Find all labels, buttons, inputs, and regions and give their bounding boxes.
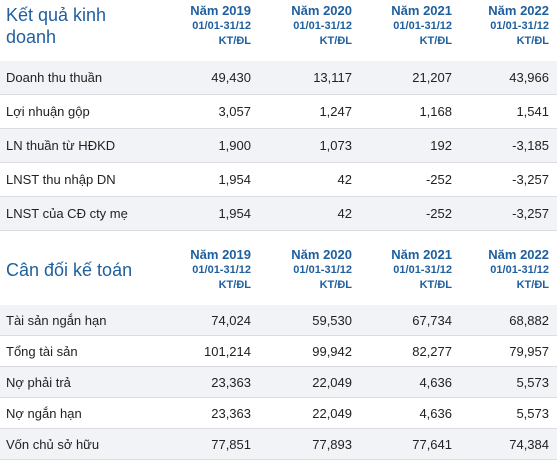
cell-value: 5,573	[516, 405, 549, 421]
cell-value: 49,430	[211, 70, 251, 85]
column-period: 01/01-31/12	[490, 264, 549, 276]
row-label: Doanh thu thuần	[6, 70, 103, 85]
column-year: Năm 2022	[488, 247, 549, 262]
column-type: KT/ĐL	[419, 35, 452, 47]
cell-value: 101,214	[204, 343, 251, 359]
balance-sheet-header: Cân đối kế toán Năm 2019 01/01-31/12 KT/…	[0, 231, 557, 305]
row-label: Nợ ngắn hạn	[6, 405, 82, 421]
row-label: Nợ phải trả	[6, 374, 71, 390]
column-type: KT/ĐL	[218, 279, 251, 291]
cell-value: -252	[425, 172, 452, 187]
column-period: 01/01-31/12	[393, 264, 452, 276]
row-label: Vốn chủ sở hữu	[6, 436, 100, 452]
column-type: KT/ĐL	[319, 279, 352, 291]
cell-value: 1,900	[218, 138, 251, 153]
cell-value: 43,966	[509, 70, 549, 85]
cell-value: 67,734	[412, 312, 452, 328]
cell-value: 77,851	[211, 436, 251, 452]
cell-value: 68,882	[509, 312, 549, 328]
cell-value: 74,384	[509, 436, 549, 452]
table-row: Vốn chủ sở hữu 77,851 77,893 77,641 74,3…	[0, 429, 557, 460]
column-year: Năm 2021	[391, 3, 452, 18]
table-row: Doanh thu thuần 49,430 13,117 21,207 43,…	[0, 61, 557, 95]
cell-value: 1,541	[516, 104, 549, 119]
column-period: 01/01-31/12	[293, 264, 352, 276]
column-year: Năm 2019	[190, 247, 251, 262]
table-row: Tài sản ngắn hạn 74,024 59,530 67,734 68…	[0, 305, 557, 336]
column-period: 01/01-31/12	[490, 20, 549, 32]
column-type: KT/ĐL	[516, 35, 549, 47]
cell-value: 79,957	[509, 343, 549, 359]
column-header-2021: Năm 2021 01/01-31/12 KT/ĐL	[352, 247, 452, 293]
row-label: Tổng tài sản	[6, 343, 78, 359]
table-row: LNST thu nhập DN 1,954 42 -252 -3,257	[0, 163, 557, 197]
column-year: Năm 2020	[291, 3, 352, 18]
column-type: KT/ĐL	[419, 279, 452, 291]
column-type: KT/ĐL	[516, 279, 549, 291]
column-header-2022: Năm 2022 01/01-31/12 KT/ĐL	[452, 247, 557, 293]
row-label: LNST thu nhập DN	[6, 172, 116, 187]
column-period: 01/01-31/12	[192, 264, 251, 276]
table-row: Lợi nhuận gộp 3,057 1,247 1,168 1,541	[0, 95, 557, 129]
cell-value: 13,117	[313, 70, 352, 85]
cell-value: 23,363	[211, 374, 251, 390]
cell-value: 21,207	[412, 70, 452, 85]
column-period: 01/01-31/12	[393, 20, 452, 32]
section-title[interactable]: Kết quả kinh doanh	[6, 5, 107, 47]
balance-sheet-section: Cân đối kế toán Năm 2019 01/01-31/12 KT/…	[0, 231, 557, 460]
cell-value: 23,363	[211, 405, 251, 421]
table-row: LN thuần từ HĐKD 1,900 1,073 192 -3,185	[0, 129, 557, 163]
column-year: Năm 2021	[391, 247, 452, 262]
business-results-section: Kết quả kinh doanh Năm 2019 01/01-31/12 …	[0, 0, 557, 231]
column-period: 01/01-31/12	[293, 20, 352, 32]
column-header-2019: Năm 2019 01/01-31/12 KT/ĐL	[152, 247, 251, 293]
table-row: Tổng tài sản 101,214 99,942 82,277 79,95…	[0, 336, 557, 367]
column-type: KT/ĐL	[218, 35, 251, 47]
cell-value: 5,573	[516, 374, 549, 390]
cell-value: 3,057	[218, 104, 251, 119]
cell-value: 77,893	[312, 436, 352, 452]
row-label: LNST của CĐ cty mẹ	[6, 206, 128, 221]
table-row: Nợ phải trả 23,363 22,049 4,636 5,573	[0, 367, 557, 398]
cell-value: 42	[337, 172, 352, 187]
row-label: Lợi nhuận gộp	[6, 104, 90, 119]
cell-value: 42	[337, 206, 352, 221]
cell-value: 22,049	[312, 374, 352, 390]
cell-value: 82,277	[412, 343, 452, 359]
cell-value: 192	[430, 138, 452, 153]
cell-value: 1,954	[218, 172, 251, 187]
cell-value: -3,257	[512, 206, 549, 221]
column-period: 01/01-31/12	[192, 20, 251, 32]
cell-value: 74,024	[211, 312, 251, 328]
cell-value: 1,073	[319, 138, 352, 153]
column-header-2022: Năm 2022 01/01-31/12 KT/ĐL	[452, 2, 557, 49]
column-type: KT/ĐL	[319, 35, 352, 47]
table-row: Nợ ngắn hạn 23,363 22,049 4,636 5,573	[0, 398, 557, 429]
cell-value: 22,049	[312, 405, 352, 421]
cell-value: 4,636	[419, 405, 452, 421]
column-header-2020: Năm 2020 01/01-31/12 KT/ĐL	[251, 2, 352, 49]
row-label: Tài sản ngắn hạn	[6, 312, 107, 328]
cell-value: 59,530	[312, 312, 352, 328]
cell-value: 1,954	[218, 206, 251, 221]
column-year: Năm 2022	[488, 3, 549, 18]
cell-value: -3,185	[512, 138, 549, 153]
column-year: Năm 2020	[291, 247, 352, 262]
cell-value: 99,942	[312, 343, 352, 359]
column-header-2021: Năm 2021 01/01-31/12 KT/ĐL	[352, 2, 452, 49]
cell-value: 1,168	[419, 104, 452, 119]
row-label: LN thuần từ HĐKD	[6, 138, 116, 153]
business-results-header: Kết quả kinh doanh Năm 2019 01/01-31/12 …	[0, 0, 557, 61]
column-header-2020: Năm 2020 01/01-31/12 KT/ĐL	[251, 247, 352, 293]
section-title[interactable]: Cân đối kế toán	[6, 260, 133, 280]
cell-value: -252	[425, 206, 452, 221]
cell-value: 1,247	[319, 104, 352, 119]
table-row: LNST của CĐ cty mẹ 1,954 42 -252 -3,257	[0, 197, 557, 231]
column-year: Năm 2019	[190, 3, 251, 18]
cell-value: 4,636	[419, 374, 452, 390]
cell-value: -3,257	[512, 172, 549, 187]
column-header-2019: Năm 2019 01/01-31/12 KT/ĐL	[152, 2, 251, 49]
cell-value: 77,641	[412, 436, 452, 452]
